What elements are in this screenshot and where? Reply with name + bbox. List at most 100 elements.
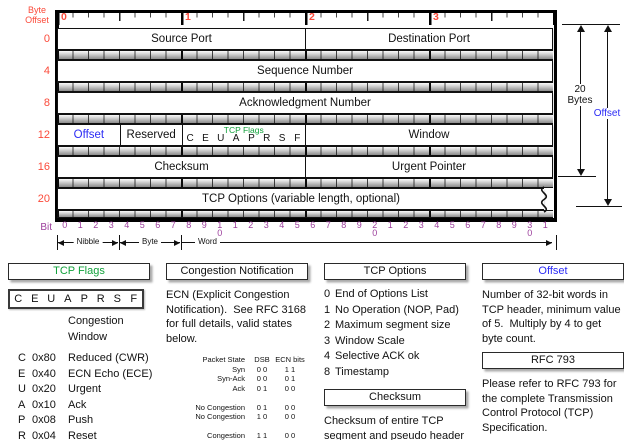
option-code: 0 xyxy=(324,288,331,300)
flag-hex-value: 0x10 xyxy=(32,398,56,411)
dimension-tick xyxy=(181,235,182,250)
table-row xyxy=(169,393,311,403)
header-row-16: Checksum Urgent Pointer xyxy=(57,156,553,178)
table-row: Congestion 1 1 0 0 xyxy=(169,431,311,440)
header-row-12: Offset Reserved TCP Flags C E U A P R S F Window xyxy=(57,124,553,146)
field-label: Reserved xyxy=(126,129,176,141)
byte-offset-corner-label: Byte Offset xyxy=(25,5,49,25)
field-urgent-pointer: Urgent Pointer xyxy=(305,157,552,177)
bit-number: 5 xyxy=(294,220,300,230)
flag-letter: P xyxy=(18,414,26,426)
table-row: Ack 0 1 0 0 xyxy=(169,384,311,394)
bit-number: 6 xyxy=(155,220,161,230)
checksum-panel-title: Checksum xyxy=(324,389,466,406)
packet-state-cell xyxy=(169,393,250,403)
ecn-table-rows: Syn 0 0 1 1 Syn-Ack 0 0 0 1 Ack 0 1 0 0 xyxy=(169,365,311,440)
list-item: 8 Timestamp xyxy=(324,365,467,381)
list-item: 4 Selective ACK ok xyxy=(324,349,467,365)
option-code: 2 xyxy=(324,319,331,331)
word-label: Word xyxy=(195,237,220,247)
flag-list-item: U 0x20 Urgent xyxy=(18,382,159,398)
congestion-notification-panel: Congestion Notification ECN (Explicit Co… xyxy=(163,263,311,440)
flag-letter: R xyxy=(96,293,105,305)
rfc793-panel-title: RFC 793 xyxy=(482,352,624,369)
flag-letter: S xyxy=(113,293,121,305)
bit-number: 1 xyxy=(77,220,83,230)
dsb-cell: 0 1 xyxy=(256,402,268,412)
bottom-bit-ruler-bar xyxy=(55,218,557,222)
top-bit-ruler xyxy=(55,10,557,29)
torn-edge-squiggle xyxy=(540,186,548,213)
arrowhead-right-icon xyxy=(546,239,552,246)
tcp-options-panel: TCP Options 0 End of Options List 1 No O… xyxy=(321,263,467,440)
bit-number: 8 xyxy=(186,220,192,230)
bit-number: 8 xyxy=(341,220,347,230)
ecn-bits-cell: 0 1 xyxy=(284,374,296,383)
flag-list: C 0x80 Reduced (CWR) E 0x40 ECN Echo (EC… xyxy=(5,351,159,440)
nibble-dimension: Nibble xyxy=(57,236,119,249)
bit-grid-band xyxy=(57,146,553,156)
bit-axis-label: Bit xyxy=(40,222,52,233)
ecn-bits-cell: 0 0 xyxy=(284,402,296,412)
tcp-options-panel-title: TCP Options xyxy=(324,263,466,280)
ecn-bits-cell xyxy=(274,422,306,432)
flag-hex-value: 0x04 xyxy=(32,429,56,440)
dimension-line xyxy=(182,242,552,243)
flag-bit-letter: S xyxy=(278,133,286,144)
ecn-bits-cell: 1 1 xyxy=(284,364,296,374)
field-tcp-options-variable-length-optional: TCP Options (variable length, optional) xyxy=(58,186,548,213)
bit-number: 0 xyxy=(62,220,68,230)
byte-offset-label: 16 xyxy=(37,161,50,173)
word-dimension: Word xyxy=(181,236,553,249)
dsb-cell: 1 1 xyxy=(256,431,268,440)
bit-number: 4 xyxy=(279,220,285,230)
option-code: 4 xyxy=(324,350,331,362)
packet-state-cell: No Congestion xyxy=(195,412,245,421)
flag-list-item: E 0x40 ECN Echo (ECE) xyxy=(18,367,159,383)
byte-number: 0 xyxy=(61,11,67,23)
field-sequence-number: Sequence Number xyxy=(58,61,552,81)
bit-number: 9 xyxy=(201,220,207,230)
ecn-bits-cell: 0 0 xyxy=(284,431,296,440)
list-item: 3 Window Scale xyxy=(324,334,467,350)
field-label: Checksum xyxy=(154,161,209,173)
ecn-bits-cell xyxy=(274,393,306,403)
flag-letter: C xyxy=(14,293,23,305)
field-label: Urgent Pointer xyxy=(391,161,467,173)
checksum-panel-body: Checksum of entire TCP segment and pseud… xyxy=(324,415,465,440)
packet-state-cell xyxy=(169,422,250,432)
flag-intro-line: Congestion Window xyxy=(68,315,124,343)
option-code: 3 xyxy=(324,334,331,347)
nibble-label: Nibble xyxy=(73,237,103,247)
field-label: Offset xyxy=(73,129,105,141)
bit-number: 4 xyxy=(434,220,440,230)
field-offset: Offset xyxy=(58,125,120,145)
field-acknowledgment-number: Acknowledgment Number xyxy=(58,93,552,113)
congestion-panel-title: Congestion Notification xyxy=(166,263,308,280)
bit-number: 1 xyxy=(387,220,393,230)
header-row-20: TCP Options (variable length, optional) xyxy=(57,186,548,213)
bit-number: 1 xyxy=(232,220,238,230)
field-window: Window xyxy=(305,125,552,145)
flag-bit-letter: E xyxy=(202,133,209,144)
right-axis-line xyxy=(553,10,557,221)
flag-bit-letter: U xyxy=(217,133,225,144)
bit-number: 3 xyxy=(263,220,269,230)
ecn-bits-cell: 0 0 xyxy=(284,383,296,393)
dsb-cell: 0 0 xyxy=(256,364,268,374)
extent-reference-line-offset xyxy=(576,206,622,207)
bit-number: 2 xyxy=(93,220,99,230)
field-reserved: Reserved xyxy=(119,125,182,145)
flag-name: Ack xyxy=(68,398,87,411)
bit-grid-band xyxy=(57,114,553,124)
byte-dimension: Byte xyxy=(119,236,181,249)
flag-bit-letter: R xyxy=(263,133,271,144)
table-row: No Congestion 1 0 0 0 xyxy=(169,412,311,422)
dimension-tick xyxy=(556,235,557,250)
congestion-panel-body: ECN (Explicit Congestion Notification). … xyxy=(166,289,310,345)
flag-name: Urgent xyxy=(68,383,102,395)
flag-letter: F xyxy=(130,293,138,305)
flag-hex-value: 0x08 xyxy=(32,414,56,426)
